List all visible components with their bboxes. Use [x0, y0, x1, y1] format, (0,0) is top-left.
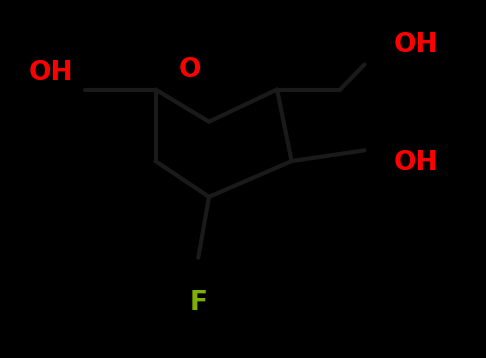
Text: OH: OH [29, 61, 73, 86]
Text: F: F [189, 290, 208, 315]
Text: O: O [178, 57, 201, 83]
Text: OH: OH [393, 150, 438, 176]
Text: OH: OH [393, 32, 438, 58]
